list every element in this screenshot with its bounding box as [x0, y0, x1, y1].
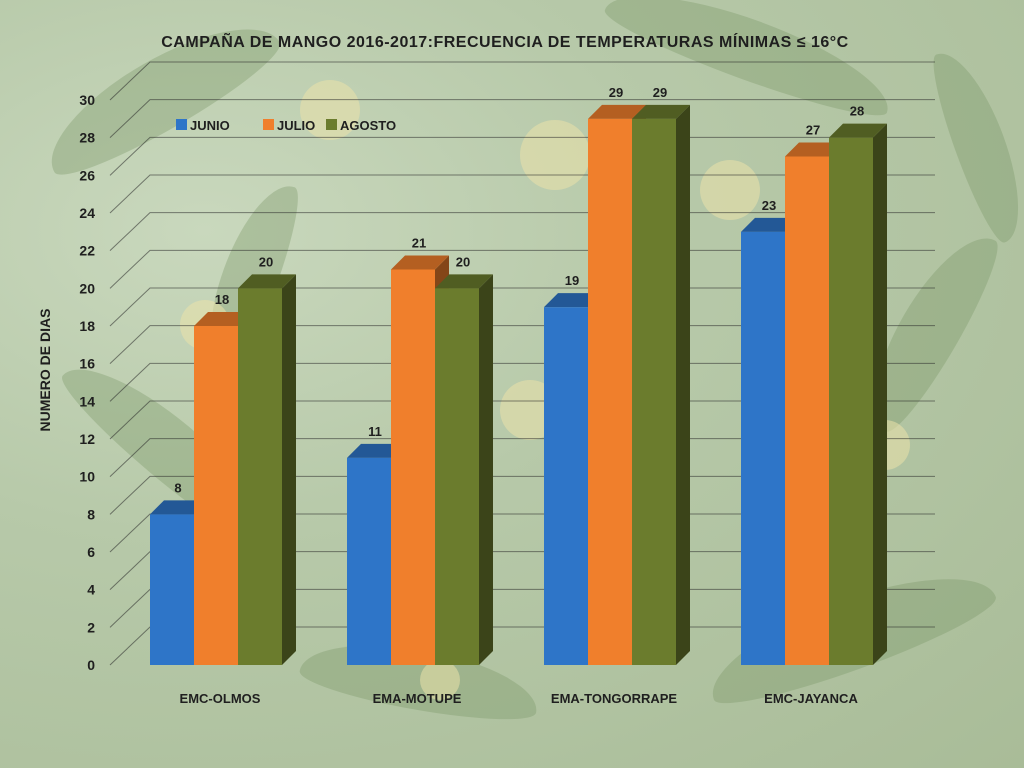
blossom-decoration [520, 120, 590, 190]
gridline [109, 61, 935, 101]
x-category-label: EMA-TONGORRAPE [551, 691, 677, 706]
bar [391, 269, 435, 665]
bar-top [150, 500, 208, 515]
bar-side [282, 274, 296, 665]
x-axis-categories: EMC-OLMOS EMA-MOTUPE EMA-TONGORRAPE EMC-JAY… [180, 691, 859, 706]
bar [238, 288, 282, 665]
y-tick-label: 0 [87, 657, 95, 673]
y-tick-label: 10 [79, 469, 95, 485]
y-tick-label: 12 [79, 431, 95, 447]
bar-side [676, 104, 690, 666]
bar-top [785, 142, 843, 157]
x-category-label: EMC-OLMOS [180, 691, 261, 706]
data-label: 27 [806, 123, 820, 138]
legend-label: JUNIO [190, 118, 230, 133]
y-tick-label: 30 [79, 92, 95, 108]
y-tick-label: 20 [79, 280, 95, 296]
bar [588, 118, 632, 666]
y-tick-label: 18 [79, 318, 95, 334]
bar [435, 288, 479, 665]
y-tick-label: 28 [79, 130, 95, 146]
y-tick-label: 6 [87, 544, 95, 560]
data-label: 20 [259, 254, 273, 269]
bar-top [347, 443, 405, 458]
bars [150, 104, 887, 666]
data-label: 20 [456, 254, 470, 269]
legend-label: AGOSTO [340, 118, 396, 133]
data-label: 19 [565, 273, 579, 288]
bar-top [435, 274, 493, 289]
data-label: 18 [215, 292, 229, 307]
bar [785, 156, 829, 665]
y-tick-label: 14 [79, 393, 95, 409]
blossom-decoration [420, 660, 460, 700]
data-label: 11 [368, 424, 382, 439]
bar-side [873, 123, 887, 665]
data-labels: 8 18 20 11 21 20 19 29 29 23 27 28 [174, 85, 864, 496]
bar [741, 231, 785, 666]
legend-swatch [176, 119, 187, 130]
blossom-decoration [700, 160, 760, 220]
y-tick-label: 16 [79, 356, 95, 372]
x-category-label: EMA-MOTUPE [373, 691, 462, 706]
bar [829, 137, 873, 665]
y-tick-label: 2 [87, 619, 95, 635]
bar-top [238, 274, 296, 289]
y-tick-label: 4 [87, 582, 95, 598]
data-label: 28 [850, 104, 864, 119]
legend-swatch [263, 119, 274, 130]
y-tick-label: 8 [87, 506, 95, 522]
bar-top [544, 293, 602, 308]
gridline [109, 99, 935, 139]
bar [194, 326, 238, 665]
x-category-label: EMC-JAYANCA [764, 691, 858, 706]
y-axis-label: NUMERO DE DIAS [37, 309, 53, 432]
bar-top [741, 217, 799, 232]
bar [347, 457, 391, 665]
bar-top [194, 312, 252, 326]
bar-top [588, 104, 646, 119]
bar [632, 118, 676, 666]
bar-top [632, 104, 690, 119]
bar-top [829, 123, 887, 138]
chart-title: CAMPAÑA DE MANGO 2016-2017:FRECUENCIA DE… [161, 31, 848, 51]
data-label: 29 [609, 85, 623, 100]
y-tick-label: 26 [79, 167, 95, 183]
bar-side [479, 274, 493, 665]
data-label: 29 [653, 85, 667, 100]
data-label: 23 [762, 198, 776, 213]
data-label: 21 [412, 236, 426, 251]
legend: JUNIO JULIO AGOSTO [176, 118, 396, 133]
legend-swatch [326, 119, 337, 130]
data-label: 8 [174, 480, 181, 495]
bar [544, 307, 588, 665]
y-tick-label: 22 [79, 243, 95, 259]
legend-label: JULIO [277, 118, 315, 133]
bar [150, 514, 194, 665]
bar-top [391, 255, 449, 270]
y-tick-label: 24 [79, 205, 95, 221]
